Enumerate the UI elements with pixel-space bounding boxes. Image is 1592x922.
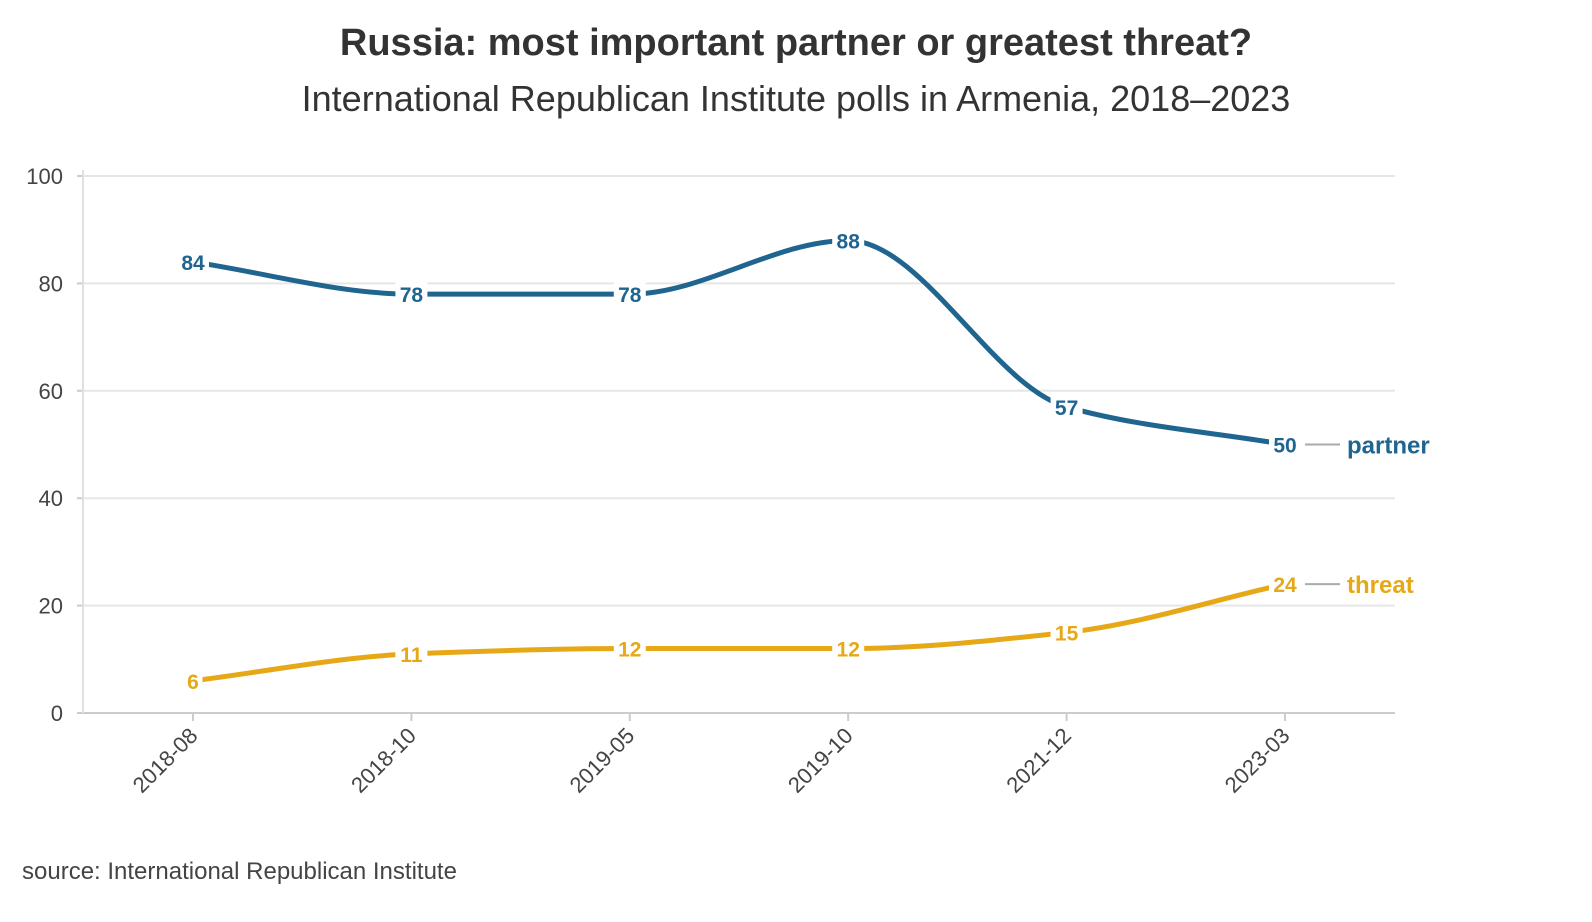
series-line-partner [190, 237, 1288, 447]
data-label-bg [1050, 394, 1083, 419]
data-label-bg [395, 282, 428, 307]
data-label: 15 [1055, 622, 1079, 645]
series-name-partner: partner [1347, 433, 1430, 460]
data-labels: 84 78 78 88 57 50 partner 6 11 12 12 15 24 threat [177, 228, 1430, 694]
data-label: 78 [618, 284, 642, 307]
series-line-threat [190, 581, 1288, 684]
data-label: 12 [618, 639, 641, 662]
x-tick-label: 2019-05 [565, 723, 640, 798]
data-label-bg [395, 641, 428, 666]
x-tick-label: 2023-03 [1220, 723, 1295, 798]
series-name-threat: threat [1347, 572, 1414, 599]
data-label: 84 [181, 252, 205, 275]
y-tick-label: 60 [39, 379, 63, 404]
data-label-bg [1269, 572, 1301, 597]
y-tick-label: 40 [39, 486, 63, 511]
axes: 0 20 40 60 80 100 2018-08 2018-10 2019-05 2019-10… [26, 164, 1294, 798]
y-tick-label: 80 [39, 271, 63, 296]
y-tick-label: 0 [51, 701, 63, 726]
chart-title: Russia: most important partner or greate… [339, 22, 1253, 64]
series [190, 237, 1288, 684]
y-tick-label: 100 [26, 164, 63, 189]
gridlines [83, 175, 1395, 714]
data-label-bg [832, 228, 865, 253]
data-label: 78 [400, 284, 424, 307]
chart-subtitle: International Republican Institute polls… [301, 78, 1291, 119]
data-label-bg [613, 636, 646, 661]
data-label: 6 [187, 671, 199, 694]
data-label: 24 [1273, 574, 1297, 597]
data-label: 12 [837, 639, 860, 662]
y-tick-label: 20 [39, 594, 63, 619]
data-label: 50 [1273, 435, 1296, 458]
data-label: 88 [837, 230, 861, 253]
data-label: 11 [400, 644, 423, 667]
data-label-bg [1050, 620, 1083, 645]
data-label-bg [177, 249, 209, 274]
x-tick-label: 2019-10 [783, 723, 858, 798]
data-label-bg [613, 282, 646, 307]
data-label: 57 [1055, 397, 1078, 420]
x-tick-label: 2018-08 [128, 723, 203, 798]
data-label-bg [183, 668, 203, 693]
data-label-bg [1269, 432, 1301, 457]
x-tick-label: 2018-10 [346, 723, 421, 798]
x-tick-label: 2021-12 [1001, 723, 1076, 798]
source-note: source: International Republican Institu… [22, 858, 457, 885]
data-label-bg [832, 636, 865, 661]
